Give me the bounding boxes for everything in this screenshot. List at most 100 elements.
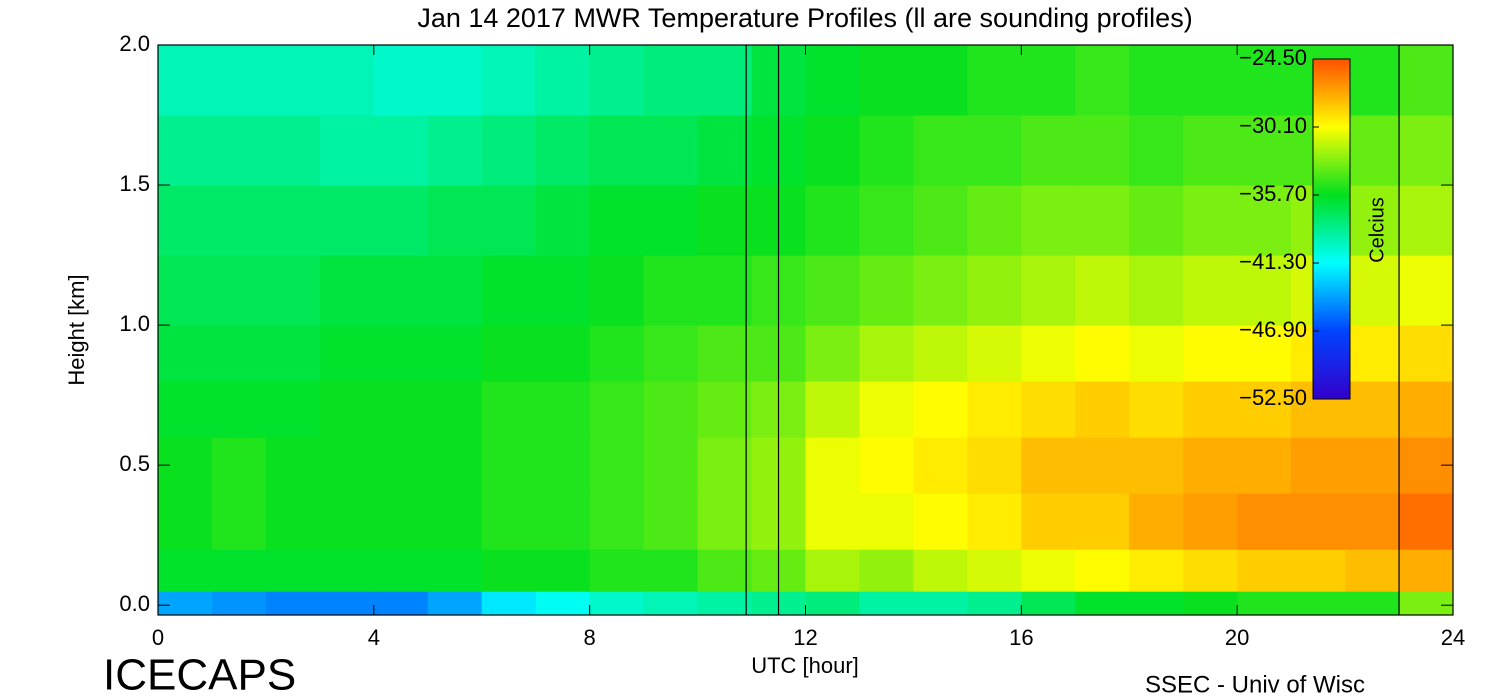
heatmap-cell (589, 115, 645, 186)
heatmap-cell (481, 437, 537, 494)
heatmap-cell (1237, 437, 1292, 494)
y-tick-label: 2.0 (119, 31, 150, 56)
heatmap-cell (1183, 45, 1238, 116)
heatmap-cell (373, 591, 429, 616)
heatmap-cell (265, 255, 321, 326)
heatmap-cell (589, 493, 645, 550)
heatmap-cell (1399, 325, 1454, 382)
heatmap-cell (158, 255, 213, 326)
heatmap-cell (1129, 325, 1184, 382)
heatmap-cell (1129, 591, 1184, 616)
heatmap-cell (373, 381, 429, 438)
heatmap-cell (158, 185, 213, 256)
heatmap-cell (859, 493, 914, 550)
heatmap-cell (913, 493, 968, 550)
heatmap-cell (643, 325, 699, 382)
heatmap-cell (913, 549, 968, 592)
heatmap-cell (805, 381, 860, 438)
heatmap-cell (1075, 325, 1130, 382)
heatmap-cell (805, 493, 860, 550)
heatmap-cell (1345, 437, 1400, 494)
heatmap-cell (643, 591, 699, 616)
heatmap-cell (697, 115, 753, 186)
heatmap-cell (697, 493, 753, 550)
heatmap-cell (1237, 549, 1292, 592)
heatmap-cell (1021, 185, 1076, 256)
heatmap-cell (697, 591, 753, 616)
heatmap-cell (1183, 325, 1238, 382)
heatmap-cell (427, 549, 483, 592)
heatmap-cell (1075, 437, 1130, 494)
heatmap-cell (1129, 549, 1184, 592)
heatmap-cell (427, 381, 483, 438)
heatmap-cell (1345, 493, 1400, 550)
heatmap-cell (913, 325, 968, 382)
heatmap-cell (1291, 493, 1346, 550)
heatmap-cell (265, 437, 321, 494)
heatmap-cell (158, 591, 213, 616)
heatmap-cell (1345, 591, 1400, 616)
heatmap-cell (1021, 325, 1076, 382)
y-tick-label: 1.5 (119, 171, 150, 196)
heatmap-cell (265, 381, 321, 438)
heatmap-cell (319, 493, 375, 550)
heatmap-cell (373, 185, 429, 256)
heatmap-cell (697, 381, 753, 438)
x-tick-label: 20 (1225, 625, 1249, 650)
heatmap-cell (481, 185, 537, 256)
heatmap-cell (967, 591, 1022, 616)
heatmap-cell (1021, 381, 1076, 438)
heatmap-cell (535, 591, 591, 616)
heatmap-cell (1291, 437, 1346, 494)
heatmap-cell (589, 591, 645, 616)
heatmap-cell (265, 45, 321, 116)
y-tick-label: 1.0 (119, 311, 150, 336)
heatmap-cell (535, 115, 591, 186)
heatmap-cell (265, 591, 321, 616)
heatmap-cell (319, 591, 375, 616)
heatmap-cell (535, 325, 591, 382)
heatmap-cell (319, 255, 375, 326)
heatmap-cell (967, 493, 1022, 550)
heatmap-cell (319, 115, 375, 186)
heatmap-cell (1345, 549, 1400, 592)
heatmap-cell (589, 255, 645, 326)
colorbar (1312, 58, 1351, 400)
heatmap-cell (1345, 255, 1400, 326)
heatmap-cell (1183, 437, 1238, 494)
heatmap-cell (373, 255, 429, 326)
heatmap-cell (1399, 185, 1454, 256)
heatmap-cell (481, 45, 537, 116)
heatmap-cell (697, 437, 753, 494)
heatmap-cell (427, 255, 483, 326)
heatmap-cell (1399, 115, 1454, 186)
heatmap-cell (913, 381, 968, 438)
heatmap-cell (1183, 591, 1238, 616)
heatmap-cell (643, 493, 699, 550)
heatmap-cell (158, 549, 213, 592)
heatmap-cell (1237, 255, 1292, 326)
heatmap-cell (481, 381, 537, 438)
heatmap-cell (1399, 45, 1454, 116)
heatmap-cell (805, 115, 860, 186)
heatmap-cell (1237, 493, 1292, 550)
heatmap-cell (1021, 255, 1076, 326)
heatmap-cell (967, 549, 1022, 592)
heatmap-cell (373, 493, 429, 550)
heatmap-cell (319, 437, 375, 494)
heatmap-cell (211, 493, 267, 550)
heatmap-cell (427, 591, 483, 616)
heatmap-cell (589, 381, 645, 438)
heatmap-cell (805, 591, 860, 616)
heatmap-cell (1291, 591, 1346, 616)
heatmap-cell (859, 591, 914, 616)
heatmap-cell (319, 381, 375, 438)
heatmap-cell (913, 115, 968, 186)
heatmap-cell (481, 325, 537, 382)
heatmap-cell (1075, 493, 1130, 550)
heatmap-cell (319, 549, 375, 592)
heatmap-cell (373, 45, 429, 116)
heatmap-cell (643, 185, 699, 256)
heatmap-cell (1237, 45, 1292, 116)
